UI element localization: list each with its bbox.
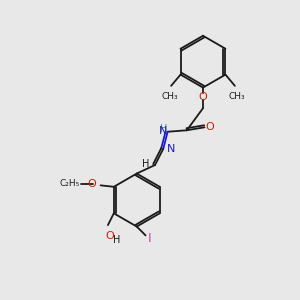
Text: H: H — [113, 235, 120, 244]
Text: N: N — [167, 144, 175, 154]
Text: O: O — [105, 231, 114, 241]
Text: O: O — [87, 179, 96, 190]
Text: O: O — [206, 122, 214, 132]
Text: O: O — [199, 92, 207, 102]
Text: I: I — [148, 232, 152, 245]
Text: H: H — [142, 158, 150, 169]
Text: CH₃: CH₃ — [161, 92, 178, 101]
Text: N: N — [159, 126, 167, 136]
Text: C₂H₅: C₂H₅ — [60, 179, 80, 188]
Text: CH₃: CH₃ — [228, 92, 245, 101]
Text: H: H — [160, 124, 167, 134]
